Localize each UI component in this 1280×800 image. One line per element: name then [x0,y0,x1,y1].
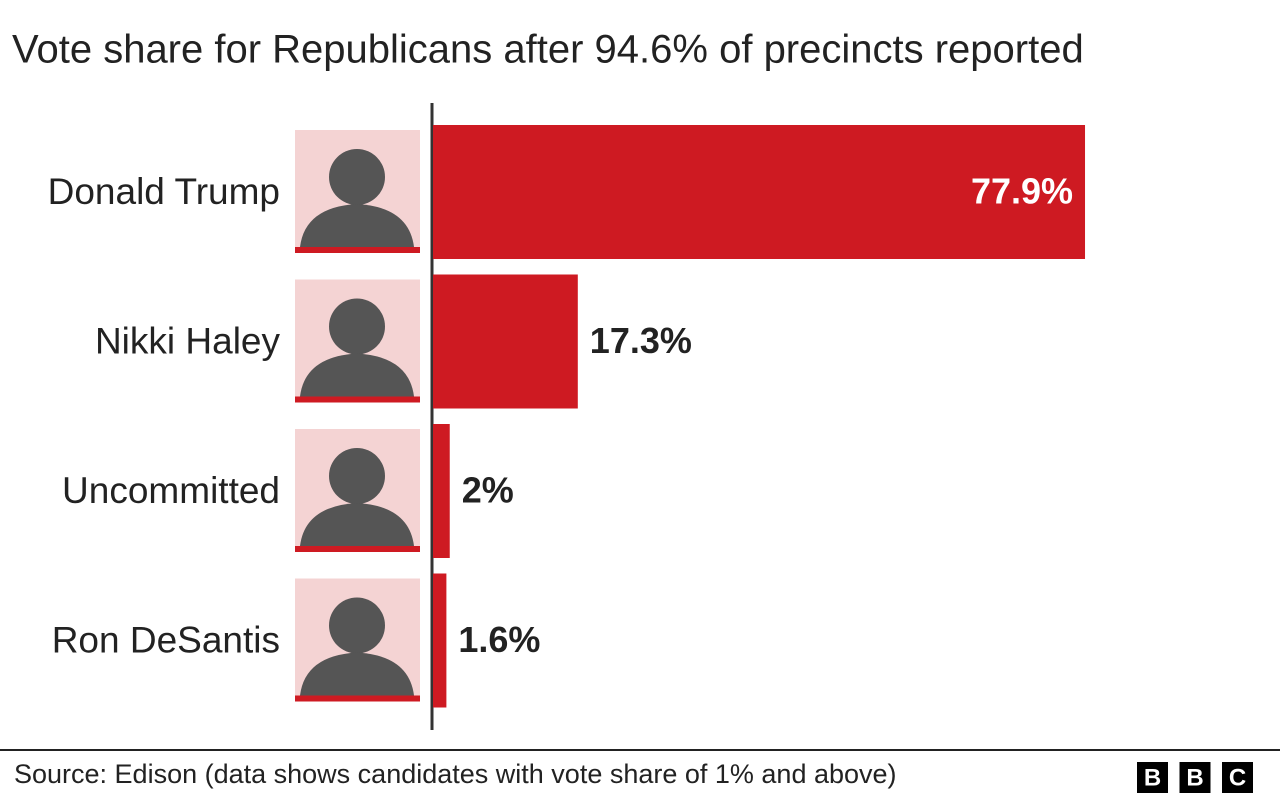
source: Source: Edison (data shows candidates wi… [14,759,897,789]
portrait-stripe [295,396,420,403]
category-label: Donald Trump [48,171,280,212]
portrait-stripe [295,546,420,552]
portrait-stripe [295,695,420,702]
portrait-body [300,652,414,696]
category-label: Nikki Haley [95,320,281,361]
logo-letter: C [1229,764,1246,791]
category-label: Uncommitted [62,470,280,511]
value-label: 1.6% [458,619,540,660]
bar [433,573,447,708]
chart-title: Vote share for Republicans after 94.6% o… [12,28,1084,72]
portrait-head [329,149,385,205]
value-label: 17.3% [590,320,692,361]
portrait-stripe [295,247,420,253]
portrait-head [329,448,385,504]
logo-letter: B [1186,764,1203,791]
bar [433,424,450,558]
portrait-body [300,353,414,397]
logo-box [1137,762,1168,793]
category-label: Ron DeSantis [52,619,280,660]
portrait-body [300,503,414,546]
portrait-head [329,298,385,355]
portrait-body [300,204,414,247]
portrait-head [329,597,385,654]
logo-letter: B [1144,764,1161,791]
bar [433,274,578,409]
value-label: 2% [462,470,514,511]
logo-box [1222,762,1253,793]
bar [433,125,1086,259]
logo-box [1179,762,1211,793]
value-label: 77.9% [971,171,1073,212]
